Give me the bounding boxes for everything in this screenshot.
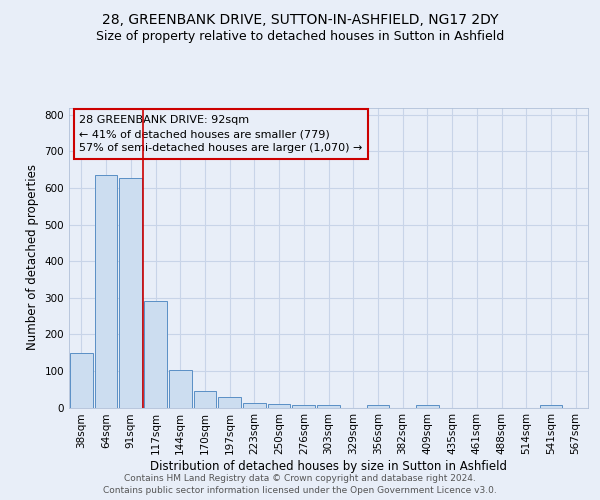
Bar (218, 396, 241, 407)
Text: Contains HM Land Registry data © Crown copyright and database right 2024.
Contai: Contains HM Land Registry data © Crown c… (103, 474, 497, 495)
Bar (416, 404, 439, 407)
Bar (539, 404, 562, 407)
Y-axis label: Number of detached properties: Number of detached properties (26, 164, 39, 350)
Text: 28 GREENBANK DRIVE: 92sqm
← 41% of detached houses are smaller (779)
57% of semi: 28 GREENBANK DRIVE: 92sqm ← 41% of detac… (79, 115, 363, 153)
Bar (70, 352, 93, 408)
Bar (194, 391, 216, 407)
Bar (292, 404, 315, 407)
Bar (95, 175, 118, 408)
Bar (317, 404, 340, 407)
Text: 28, GREENBANK DRIVE, SUTTON-IN-ASHFIELD, NG17 2DY: 28, GREENBANK DRIVE, SUTTON-IN-ASHFIELD,… (102, 12, 498, 26)
Bar (243, 402, 266, 407)
Bar (169, 370, 191, 408)
Bar (268, 404, 290, 407)
Text: Size of property relative to detached houses in Sutton in Ashfield: Size of property relative to detached ho… (96, 30, 504, 43)
Bar (144, 302, 167, 408)
X-axis label: Distribution of detached houses by size in Sutton in Ashfield: Distribution of detached houses by size … (150, 460, 507, 473)
Bar (367, 404, 389, 407)
Bar (119, 178, 142, 408)
